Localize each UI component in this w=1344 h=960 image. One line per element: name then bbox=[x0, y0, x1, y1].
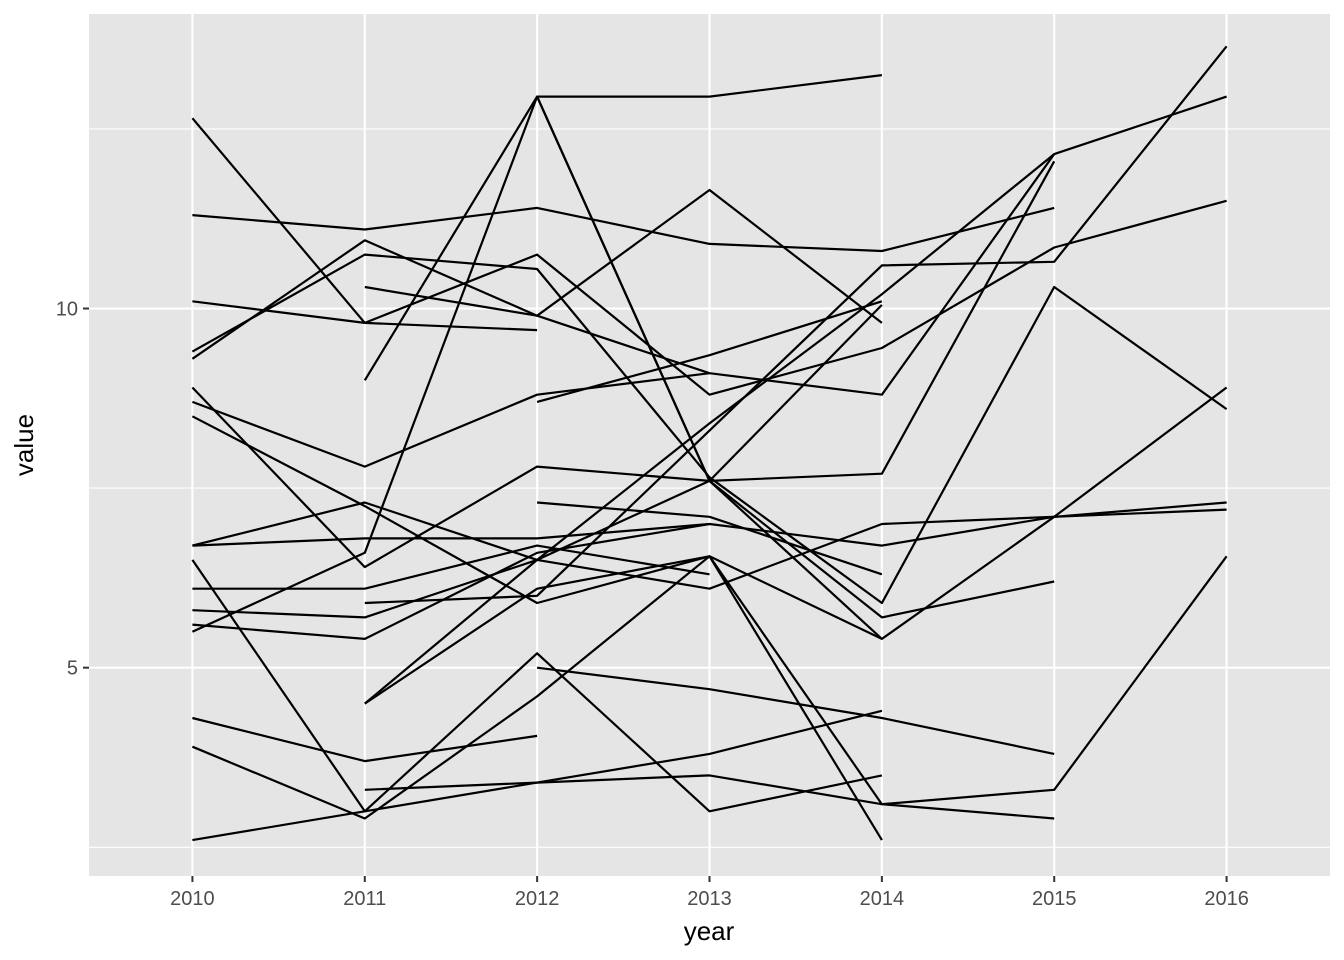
series-line-18 bbox=[192, 522, 710, 641]
y-axis-title: value bbox=[9, 414, 39, 476]
series-line-26 bbox=[364, 555, 1228, 806]
axes: 5 10 2010 2011 2012 2013 2014 2015 2016 bbox=[56, 299, 1249, 910]
series-line-2 bbox=[192, 206, 1055, 253]
series-line-27 bbox=[536, 666, 1055, 755]
series-line-8 bbox=[364, 95, 1227, 396]
series-line-25 bbox=[191, 555, 1055, 820]
x-tick-label: 2013 bbox=[687, 888, 732, 910]
series-line-16 bbox=[192, 544, 710, 590]
series-line-4 bbox=[192, 300, 538, 332]
series-line-20 bbox=[364, 45, 1228, 605]
series-line-17 bbox=[192, 153, 1055, 619]
series-line-22 bbox=[364, 304, 883, 705]
series-line-5 bbox=[191, 253, 1228, 605]
y-tick-label: 5 bbox=[67, 658, 78, 680]
x-axis-title: year bbox=[684, 916, 735, 946]
series-line-21 bbox=[364, 555, 883, 841]
x-tick-label: 2011 bbox=[343, 888, 386, 910]
y-tick-label: 10 bbox=[56, 299, 78, 321]
series-line-19 bbox=[191, 95, 883, 640]
series-line-9 bbox=[192, 372, 710, 468]
series-line-24 bbox=[192, 716, 538, 763]
x-tick-label: 2015 bbox=[1032, 888, 1077, 910]
series-line-13 bbox=[537, 501, 883, 576]
grid-lines bbox=[89, 14, 1330, 876]
x-tick-label: 2014 bbox=[860, 888, 905, 910]
series-line-15 bbox=[192, 501, 1227, 590]
series-line-1 bbox=[537, 74, 883, 98]
series-line-23 bbox=[191, 559, 883, 813]
series-line-11 bbox=[191, 386, 1055, 619]
series-line-28 bbox=[192, 709, 883, 842]
x-tick-label: 2016 bbox=[1204, 888, 1249, 910]
x-tick-label: 2012 bbox=[515, 888, 560, 910]
x-tick-label: 2010 bbox=[170, 888, 215, 910]
series-lines bbox=[191, 45, 1228, 842]
